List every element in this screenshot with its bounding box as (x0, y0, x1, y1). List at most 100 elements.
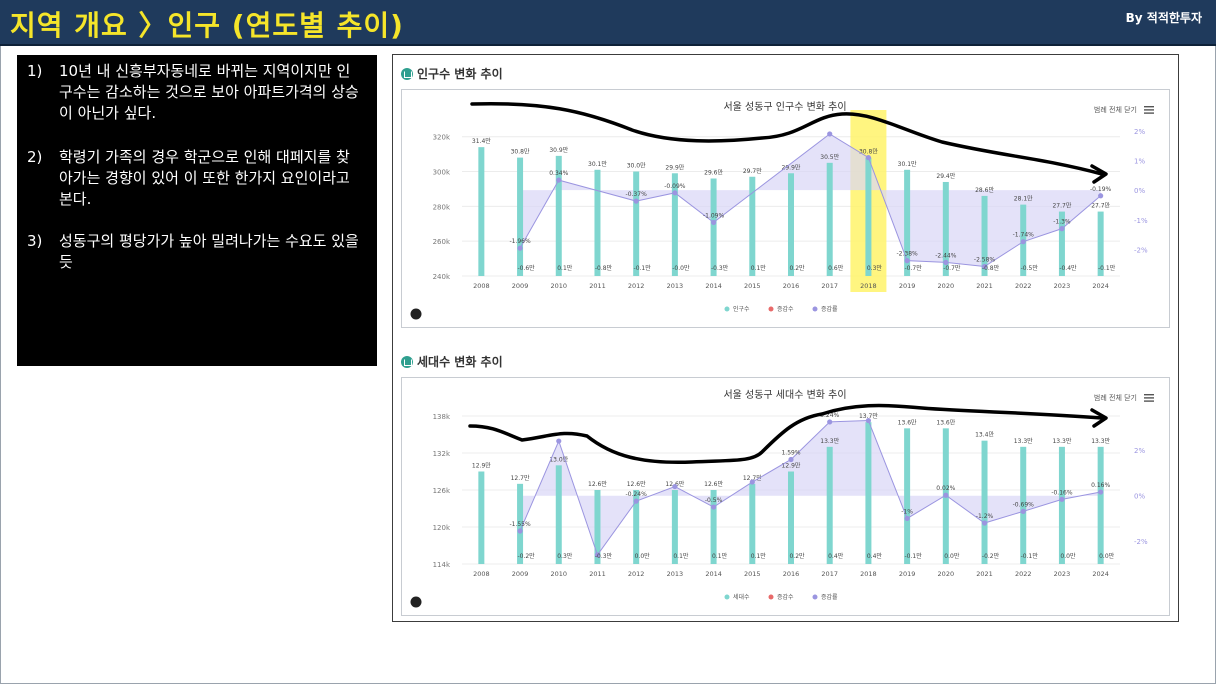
rate-point (1098, 489, 1104, 495)
bar (904, 428, 911, 564)
rate-point (827, 419, 833, 425)
x-tick-label: 2016 (783, 282, 800, 290)
change-data-label: 0.1만 (712, 552, 728, 560)
x-tick-label: 2014 (705, 570, 722, 578)
bar-data-label: 29.4만 (936, 172, 955, 180)
change-data-label: -0.1만 (1021, 552, 1039, 560)
x-tick-label: 2011 (589, 282, 606, 290)
rate-data-label: -0.69% (1013, 501, 1035, 508)
bar-data-label: 12.7만 (511, 474, 530, 482)
bar-data-label: 28.6만 (975, 186, 994, 194)
bar (1097, 211, 1104, 276)
x-tick-label: 2009 (512, 570, 529, 578)
legend-toggle-button[interactable]: 범례 전체 닫기 (1094, 393, 1137, 402)
rate-point (672, 190, 678, 196)
change-data-label: -0.2만 (982, 552, 1000, 560)
x-tick-label: 2022 (1015, 570, 1032, 578)
y-tick-label: 132k (433, 450, 451, 458)
change-data-label: -0.8만 (595, 264, 613, 272)
legend-marker (768, 306, 774, 312)
y-tick-label: 300k (433, 169, 451, 177)
y2-tick-label: -2% (1134, 538, 1148, 546)
y-tick-label: 138k (433, 413, 451, 421)
rate-area (520, 133, 1101, 267)
bar (671, 490, 678, 564)
rate-data-label: -2.38% (897, 251, 919, 258)
x-tick-label: 2024 (1092, 570, 1109, 578)
rate-point (788, 456, 794, 463)
bar (594, 169, 601, 276)
change-data-label: -0.8만 (982, 264, 1000, 272)
legend-label: 증감수 (777, 594, 794, 601)
x-tick-label: 2015 (744, 570, 761, 578)
home-icon (401, 355, 413, 368)
y2-tick-label: 2% (1134, 128, 1145, 136)
rate-point (1020, 239, 1026, 245)
change-data-label: -0.4만 (1059, 264, 1077, 272)
author-credit: By 적적한투자 (1125, 11, 1202, 25)
change-data-label: 0.3만 (867, 264, 883, 272)
bar (981, 195, 988, 276)
bar (710, 178, 717, 276)
bar (749, 176, 756, 276)
y-tick-label: 280k (433, 203, 451, 211)
bar-data-label: 12.6만 (627, 480, 646, 488)
bar-data-label: 29.6만 (704, 168, 723, 176)
bar-data-label: 30.1만 (898, 160, 917, 168)
rate-point (865, 417, 872, 424)
bar (555, 465, 562, 564)
legend-toggle-button[interactable]: 범례 전체 닫기 (1094, 105, 1137, 114)
rate-data-label: -0.5% (705, 497, 723, 504)
rate-point (1059, 496, 1065, 502)
bar (826, 162, 833, 276)
change-data-label: 0.4만 (828, 552, 844, 560)
y2-tick-label: -1% (1134, 217, 1148, 225)
bar-data-label: 12.9만 (782, 462, 801, 470)
home-icon (410, 596, 422, 608)
change-data-label: 0.6만 (828, 264, 844, 272)
x-tick-label: 2017 (821, 282, 838, 290)
bar (826, 446, 833, 564)
legend-marker (812, 306, 818, 312)
rate-point (749, 479, 755, 485)
x-tick-label: 2023 (1054, 570, 1071, 578)
population-chart: 서울 성동구 인구수 변화 추이 범례 전체 닫기 240k 260k 280k 300k… (410, 101, 1154, 320)
x-tick-label: 2012 (628, 570, 645, 578)
bar (517, 157, 524, 276)
rate-data-label: -0.24% (626, 491, 648, 498)
page-title: 지역 개요 〉인구 (연도별 추이) (10, 9, 404, 42)
rate-point (827, 131, 833, 137)
x-tick-label: 2008 (473, 282, 490, 290)
bar (633, 490, 640, 564)
x-tick-label: 2010 (550, 570, 567, 578)
change-data-label: 0.0만 (635, 552, 651, 560)
charts-panel: 인구수 변화 추이 서울 성동구 인구수 변화 추이 범례 전체 닫기 240k 26… (392, 54, 1179, 622)
x-tick-label: 2013 (667, 282, 684, 290)
rate-point (672, 483, 678, 490)
bar-data-label: 30.9만 (549, 146, 568, 154)
section-header-population: 인구수 변화 추이 (401, 65, 503, 82)
bar (1020, 446, 1027, 564)
change-data-label: -0.1만 (1098, 264, 1116, 272)
rate-point (943, 259, 949, 265)
rate-point (633, 498, 639, 504)
rate-data-label: -0.37% (626, 191, 648, 198)
bar (865, 157, 872, 276)
rate-data-label: -0.09% (664, 183, 686, 190)
rate-point (710, 219, 717, 226)
change-data-label: -0.0만 (672, 264, 690, 272)
x-tick-label: 2008 (473, 570, 490, 578)
bar-data-label: 13.3만 (1091, 437, 1110, 445)
legend-label: 인구수 (733, 306, 750, 313)
legend-label: 세대수 (733, 593, 750, 601)
rate-point (904, 258, 910, 264)
x-tick-label: 2020 (938, 570, 955, 578)
menu-icon (1144, 106, 1154, 108)
x-tick-label: 2023 (1054, 282, 1071, 290)
section-header-households: 세대수 변화 추이 (401, 353, 503, 370)
x-tick-label: 2021 (976, 282, 993, 290)
change-data-label: 0.1만 (557, 264, 573, 272)
section-title: 인구수 변화 추이 (417, 67, 503, 81)
note-number: 1) (27, 62, 43, 80)
rate-point (517, 528, 523, 534)
